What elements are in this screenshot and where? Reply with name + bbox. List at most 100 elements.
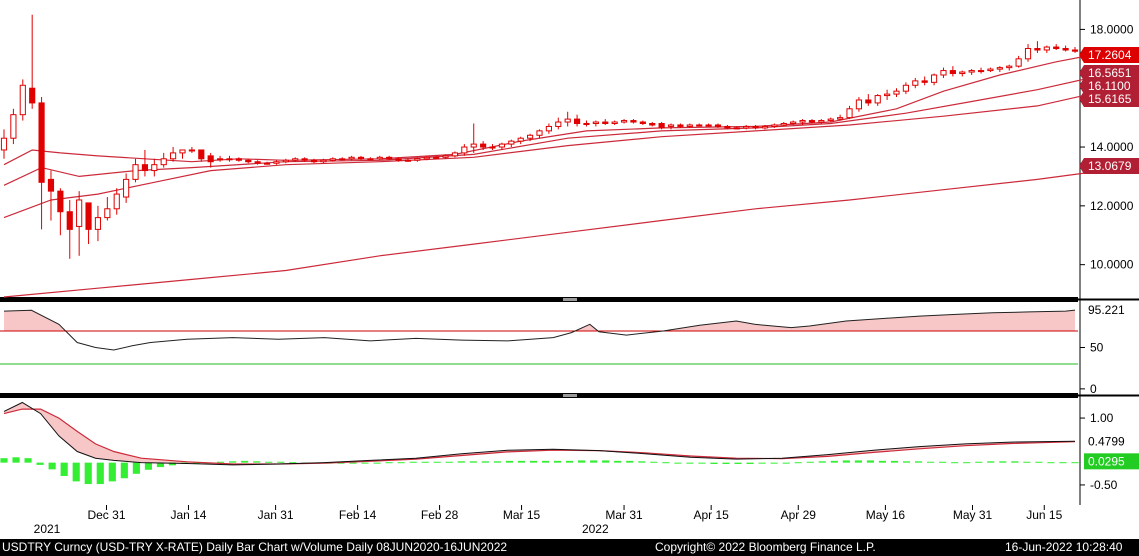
macd-histogram-bar: [590, 460, 598, 463]
candle-body: [630, 120, 637, 123]
macd-histogram-bar: [253, 461, 261, 463]
candle-body: [1024, 48, 1032, 60]
candle-body: [376, 156, 383, 160]
x-year-label: 2021: [34, 522, 61, 536]
candle-body: [893, 90, 900, 95]
y-tick-label: 14.0000: [1090, 140, 1134, 154]
y-tick-label: 1.00: [1090, 411, 1114, 425]
candle-body: [545, 125, 552, 132]
candle-body: [639, 121, 646, 125]
macd-value-tag: [1084, 453, 1139, 470]
macd-histogram-bar: [156, 462, 165, 468]
macd-histogram-bar: [854, 460, 862, 463]
macd-histogram-bar: [373, 462, 381, 464]
candle-body: [790, 121, 797, 125]
candle-body: [414, 158, 421, 161]
x-tick-label: Mar 31: [605, 508, 643, 522]
candle-body: [94, 217, 102, 230]
candle-body: [461, 146, 468, 154]
candle-body: [10, 114, 17, 139]
macd-histogram-bar: [722, 462, 730, 464]
candle-body: [517, 137, 524, 142]
macd-histogram-bar: [265, 461, 273, 463]
y-tick-label: 0: [1090, 382, 1097, 396]
candle-body: [1043, 46, 1050, 51]
candle-body: [216, 158, 224, 161]
candle-body: [57, 190, 64, 213]
price-value-tag: [1084, 47, 1139, 63]
candle-body: [686, 124, 693, 127]
macd-histogram-bar: [541, 460, 550, 463]
candle-body: [1062, 48, 1069, 51]
candle-body: [433, 156, 440, 159]
macd-histogram-bar: [229, 461, 237, 463]
price-value-tag-pointer: [1079, 65, 1084, 81]
macd-histogram-bar: [794, 462, 802, 464]
candle-body: [292, 158, 299, 161]
macd-histogram-bar: [1059, 462, 1067, 464]
candle-body: [818, 120, 825, 123]
x-tick-label: Mar 15: [503, 508, 541, 522]
candle-body: [19, 84, 26, 116]
macd-histogram-bar: [192, 462, 201, 464]
macd-histogram-bar: [878, 460, 887, 463]
candle-body: [263, 162, 271, 165]
candle-body: [677, 124, 684, 127]
macd-histogram-bar: [96, 462, 104, 485]
candle-body: [780, 123, 787, 126]
candle-body: [996, 67, 1003, 70]
rsi-overbought-fill: [4, 310, 1075, 331]
price-panel: [0, 0, 1078, 297]
candle-body: [865, 99, 872, 104]
candle-body: [884, 93, 891, 97]
candle-body: [959, 71, 966, 75]
macd-histogram-bar: [734, 462, 742, 464]
candle-body: [104, 208, 111, 219]
candle-body: [273, 161, 280, 164]
x-tick-label: May 16: [866, 508, 906, 522]
price-value-tag: [1084, 65, 1139, 81]
macd-histogram-bar: [469, 461, 477, 463]
candle-body: [733, 127, 740, 130]
macd-histogram-bar: [289, 462, 297, 464]
candle-body: [470, 143, 477, 148]
macd-histogram-bar: [445, 461, 453, 463]
candle-body: [987, 68, 994, 72]
chart-title: USDTRY Curncy (USD-TRY X-RATE) Daily Bar…: [2, 540, 508, 554]
candle-body: [649, 123, 656, 126]
macd-line: [3, 401, 1076, 466]
candle-body: [827, 118, 834, 122]
candle-body: [752, 125, 759, 129]
macd-histogram-bar: [650, 461, 658, 463]
price-value-tag: [1084, 78, 1139, 94]
macd-histogram-bar: [662, 462, 670, 464]
candle-body: [451, 152, 459, 157]
candle-body: [245, 159, 252, 163]
macd-signal-fill: [4, 402, 1075, 465]
candle-body: [170, 152, 177, 160]
candle-body: [602, 121, 609, 125]
macd-histogram-bar: [578, 460, 586, 463]
candle-body: [395, 158, 402, 161]
macd-histogram-bar: [0, 458, 8, 463]
macd-histogram-bar: [758, 462, 766, 464]
candle-body: [968, 70, 975, 73]
macd-histogram-bar: [686, 462, 694, 464]
macd-histogram-bar: [24, 458, 32, 463]
macd-histogram-bar: [168, 462, 177, 466]
candle-body: [508, 140, 515, 145]
macd-histogram-bar: [939, 461, 947, 463]
candle-body: [620, 120, 628, 123]
candle-body: [1015, 58, 1022, 67]
panel-resize-handle: [563, 298, 577, 301]
rsi-value-tag-label: 95.221: [1088, 303, 1125, 317]
candle-body: [141, 164, 149, 172]
macd-value-tag-label: 0.4799: [1088, 434, 1125, 448]
price-value-tag: [1084, 158, 1139, 174]
x-tick-label: Jan 31: [258, 508, 294, 522]
candle-body: [808, 120, 816, 123]
candle-body: [442, 155, 449, 158]
macd-histogram-bar: [902, 461, 911, 463]
macd-histogram-bar: [626, 460, 634, 463]
macd-histogram-bar: [553, 460, 562, 463]
